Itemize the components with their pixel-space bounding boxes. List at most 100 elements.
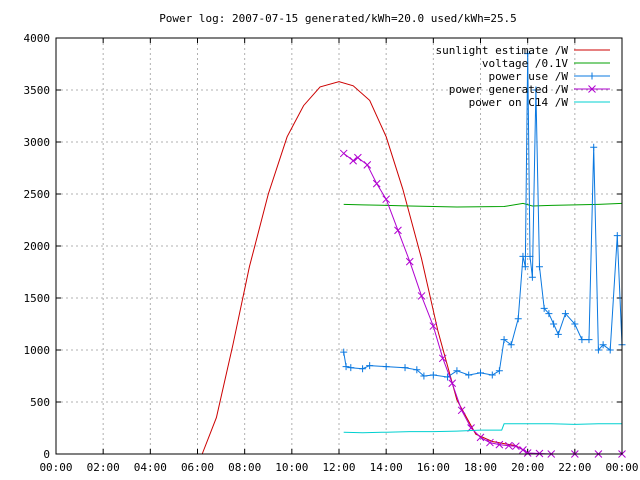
data-point: [519, 445, 527, 454]
x-tick-label: 14:00: [370, 461, 403, 474]
y-tick-label: 4000: [24, 32, 51, 45]
series-line: [343, 423, 622, 434]
data-point: [512, 442, 520, 451]
x-tick-label: 06:00: [181, 461, 214, 474]
data-point: [585, 336, 593, 344]
series-line: [343, 153, 622, 455]
series-3: [339, 149, 626, 458]
data-point: [599, 341, 607, 349]
data-point: [429, 322, 438, 330]
data-point: [366, 362, 374, 370]
data-point: [453, 367, 461, 375]
legend-marker: [588, 72, 596, 80]
data-point: [578, 336, 586, 344]
x-tick-label: 04:00: [134, 461, 167, 474]
y-tick-label: 500: [30, 396, 50, 409]
data-point: [429, 371, 437, 379]
data-point: [420, 372, 428, 380]
data-point: [495, 440, 504, 449]
y-tick-label: 3000: [24, 136, 51, 149]
legend-label: power on C14 /W: [469, 96, 569, 109]
data-point: [448, 379, 457, 388]
data-point: [550, 320, 558, 328]
data-point: [535, 449, 544, 458]
data-point: [457, 406, 466, 415]
data-point: [413, 366, 421, 374]
data-point: [524, 50, 532, 58]
data-point: [354, 153, 362, 162]
y-axis-ticks: 0 500 1000 1500 2000 2500 3000 3500 4000: [24, 32, 622, 461]
data-point: [571, 320, 579, 328]
data-point: [606, 346, 614, 354]
series-line: [201, 81, 531, 455]
chart-title: Power log: 2007-07-15 generated/kWh=20.0…: [159, 12, 517, 25]
plot-frame: [55, 37, 623, 455]
data-point: [339, 149, 348, 158]
data-point: [405, 257, 414, 266]
y-tick-label: 1500: [24, 292, 51, 305]
data-point: [486, 438, 494, 447]
y-tick-label: 1000: [24, 344, 51, 357]
x-tick-label: 00:00: [605, 461, 638, 474]
data-point: [523, 449, 532, 457]
x-axis-ticks: 00:00 02:00 04:00 06:00 08:00 10:00 12:00 14:00…: [39, 38, 639, 474]
data-point: [465, 371, 473, 379]
data-point: [438, 354, 447, 363]
legend-label: power generated /W: [449, 83, 569, 96]
data-point: [382, 363, 390, 371]
series-2: [340, 50, 626, 381]
x-tick-label: 18:00: [464, 461, 497, 474]
x-tick-label: 22:00: [558, 461, 591, 474]
data-point: [554, 330, 562, 338]
data-point: [535, 263, 543, 271]
data-point: [590, 143, 598, 151]
y-tick-label: 3500: [24, 84, 51, 97]
series-layer: [201, 50, 626, 458]
data-point: [526, 252, 534, 260]
legend-label: power use /W: [489, 70, 569, 83]
data-point: [349, 156, 358, 165]
x-tick-label: 16:00: [417, 461, 450, 474]
x-tick-label: 02:00: [87, 461, 120, 474]
data-point: [340, 348, 348, 356]
legend-label: voltage /0.1V: [482, 57, 568, 70]
data-point: [347, 364, 355, 372]
legend-label: sunlight estimate /W: [436, 44, 569, 57]
data-point: [532, 86, 540, 94]
data-point: [540, 304, 548, 312]
y-tick-label: 0: [43, 448, 50, 461]
data-point: [394, 226, 402, 235]
data-point: [545, 310, 553, 318]
data-point: [477, 369, 484, 377]
data-point: [401, 364, 409, 372]
x-tick-label: 00:00: [39, 461, 72, 474]
data-point: [504, 441, 513, 450]
data-point: [514, 315, 522, 323]
x-tick-label: 12:00: [322, 461, 355, 474]
x-tick-label: 08:00: [228, 461, 261, 474]
data-point: [594, 346, 602, 354]
data-point: [495, 367, 503, 375]
data-point: [476, 433, 485, 442]
data-point: [613, 232, 621, 240]
data-point: [372, 179, 381, 188]
data-point: [507, 341, 515, 349]
data-point: [342, 363, 350, 371]
series-line: [343, 202, 623, 208]
data-point: [528, 273, 536, 281]
data-point: [519, 252, 527, 260]
data-point: [561, 310, 569, 318]
x-tick-label: 20:00: [511, 461, 544, 474]
data-point: [359, 365, 367, 373]
x-tick-label: 10:00: [275, 461, 308, 474]
series-4: [343, 423, 622, 434]
data-point: [500, 336, 508, 344]
y-tick-label: 2000: [24, 240, 51, 253]
series-0: [201, 81, 531, 455]
legend-marker: [588, 85, 596, 93]
series-line: [343, 53, 623, 378]
y-tick-label: 2500: [24, 188, 51, 201]
series-1: [343, 202, 623, 208]
